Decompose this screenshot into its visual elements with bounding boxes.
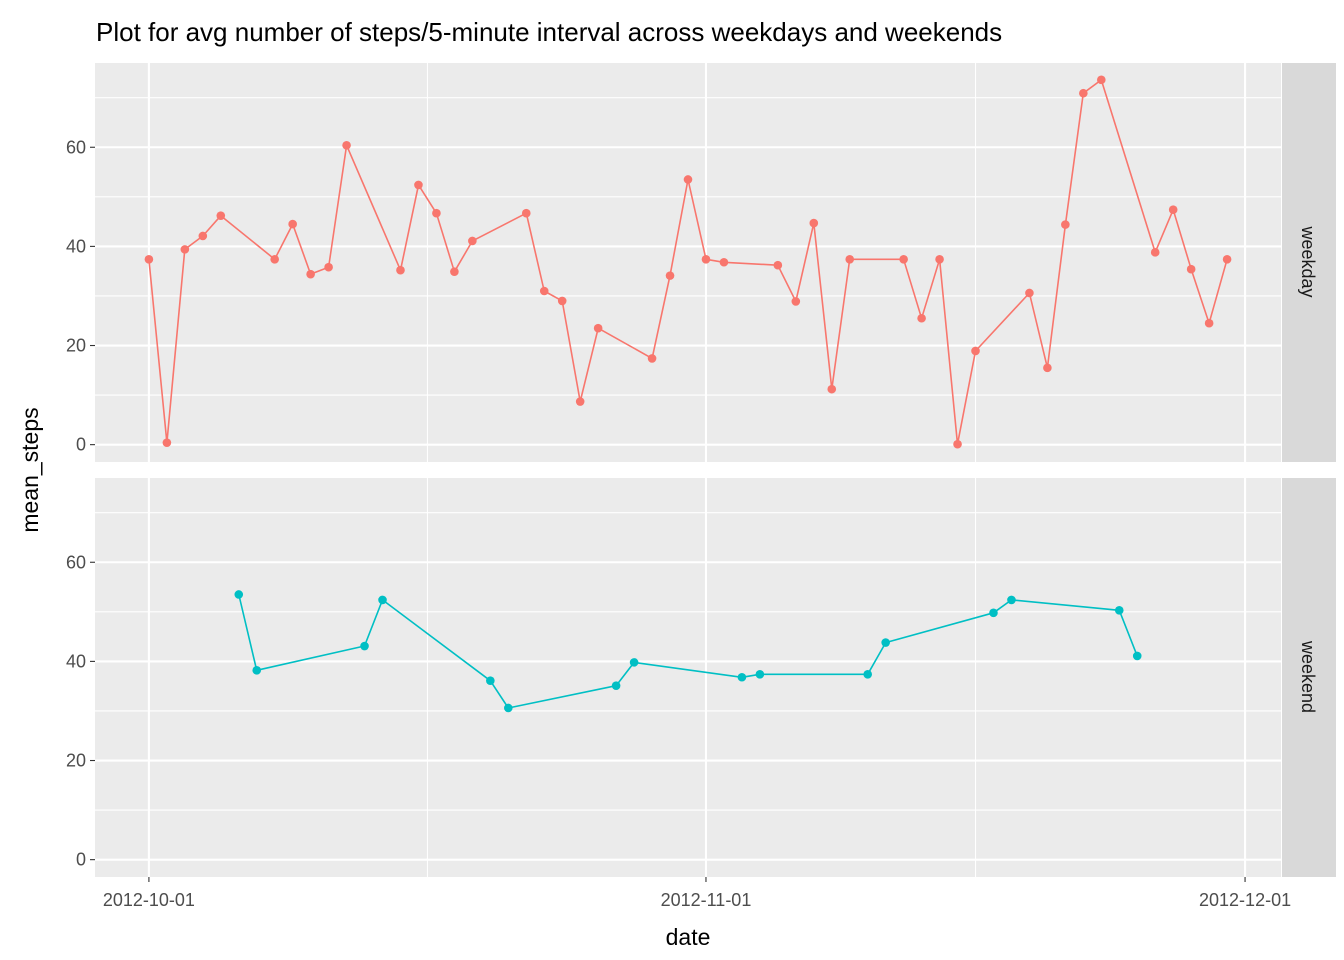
data-point-weekday xyxy=(1168,205,1178,215)
data-point-weekday xyxy=(701,254,711,264)
data-point-weekday xyxy=(683,175,693,184)
data-point-weekday xyxy=(593,323,603,333)
panel-weekend-marks xyxy=(234,590,1142,713)
y-tick-label: 0 xyxy=(76,850,86,870)
x-tick-label: 2012-12-01 xyxy=(1199,890,1291,910)
data-point-weekday xyxy=(575,397,585,406)
data-point-weekday xyxy=(1186,264,1196,274)
y-tick-label: 40 xyxy=(66,651,86,671)
series-line-weekend xyxy=(238,594,1138,709)
y-tick-label: 20 xyxy=(66,751,86,771)
panel-weekday-y-axis: 0 20 40 60 xyxy=(66,137,95,455)
data-point-weekday xyxy=(450,267,459,276)
data-point-weekday xyxy=(468,236,477,246)
data-point-weekday xyxy=(270,254,279,264)
data-point-weekend xyxy=(737,672,747,682)
data-point-weekend xyxy=(486,676,495,686)
data-point-weekday xyxy=(396,265,405,275)
strip-weekday xyxy=(1282,63,1336,462)
x-tick-label: 2012-10-01 xyxy=(103,890,195,910)
y-tick-label: 60 xyxy=(66,552,86,572)
data-point-weekday xyxy=(1150,248,1160,257)
data-point-weekend xyxy=(378,595,387,605)
data-point-weekday xyxy=(791,297,801,306)
data-point-weekday xyxy=(306,269,315,279)
panel-weekday-marks xyxy=(144,75,1232,449)
data-point-weekend xyxy=(504,703,513,713)
y-axis-title: mean_steps xyxy=(17,407,43,532)
data-point-weekday xyxy=(1222,254,1232,264)
data-point-weekend xyxy=(989,608,998,618)
strip-weekend xyxy=(1282,478,1336,877)
data-point-weekday xyxy=(665,271,675,280)
data-point-weekday xyxy=(288,219,297,229)
y-tick-label: 0 xyxy=(76,435,86,455)
data-point-weekday xyxy=(1097,75,1106,85)
data-point-weekday xyxy=(521,208,531,218)
data-point-weekend xyxy=(755,669,765,679)
data-point-weekday xyxy=(971,346,980,356)
y-tick-label: 20 xyxy=(66,336,86,356)
data-point-weekday xyxy=(773,260,783,270)
data-point-weekday xyxy=(935,254,944,264)
data-point-weekend xyxy=(863,669,872,679)
data-point-weekend xyxy=(360,641,369,651)
data-point-weekday xyxy=(432,208,441,218)
data-point-weekend xyxy=(1007,595,1016,605)
data-point-weekday xyxy=(719,257,729,267)
data-point-weekday xyxy=(647,354,657,363)
y-tick-label: 40 xyxy=(66,236,86,256)
panel-weekend-grid xyxy=(95,478,1281,877)
data-point-weekday xyxy=(557,296,567,306)
panel-weekend: 0 20 40 60 weekend xyxy=(66,478,1336,877)
data-point-weekend xyxy=(1132,651,1142,661)
data-point-weekday xyxy=(180,245,190,254)
data-point-weekend xyxy=(252,666,262,675)
data-point-weekday xyxy=(162,438,172,447)
data-point-weekend xyxy=(1114,606,1124,615)
data-point-weekday xyxy=(216,211,226,220)
data-point-weekday xyxy=(342,140,351,150)
data-point-weekend xyxy=(881,638,890,647)
x-axis: 2012-10-01 2012-11-01 2012-12-01 xyxy=(103,877,1291,910)
data-point-weekday xyxy=(917,313,926,323)
data-point-weekday xyxy=(1079,88,1088,98)
strip-label-weekday: weekday xyxy=(1298,225,1318,297)
data-point-weekday xyxy=(144,254,154,264)
data-point-weekday xyxy=(1043,363,1052,373)
data-point-weekday xyxy=(324,262,333,272)
strip-label-weekend: weekend xyxy=(1298,640,1318,713)
panel-weekend-y-axis: 0 20 40 60 xyxy=(66,552,95,870)
data-point-weekday xyxy=(827,384,837,394)
data-point-weekday xyxy=(539,286,549,296)
data-point-weekday xyxy=(1025,288,1034,298)
data-point-weekday xyxy=(198,231,208,241)
data-point-weekday xyxy=(845,254,855,264)
data-point-weekend xyxy=(611,681,621,690)
data-point-weekday xyxy=(1061,220,1070,229)
data-point-weekend xyxy=(629,658,639,667)
data-point-weekday xyxy=(953,439,962,449)
chart-title: Plot for avg number of steps/5-minute in… xyxy=(96,17,1002,47)
x-axis-title: date xyxy=(666,924,711,950)
panel-weekend-background xyxy=(95,478,1281,877)
y-tick-label: 60 xyxy=(66,137,86,157)
x-tick-label: 2012-11-01 xyxy=(661,890,752,910)
data-point-weekday xyxy=(899,254,908,264)
data-point-weekday xyxy=(1204,318,1214,328)
data-point-weekend xyxy=(234,590,244,599)
data-point-weekday xyxy=(414,180,423,190)
data-point-weekday xyxy=(809,218,819,228)
panel-weekday: 0 20 40 60 weekday xyxy=(66,63,1336,462)
